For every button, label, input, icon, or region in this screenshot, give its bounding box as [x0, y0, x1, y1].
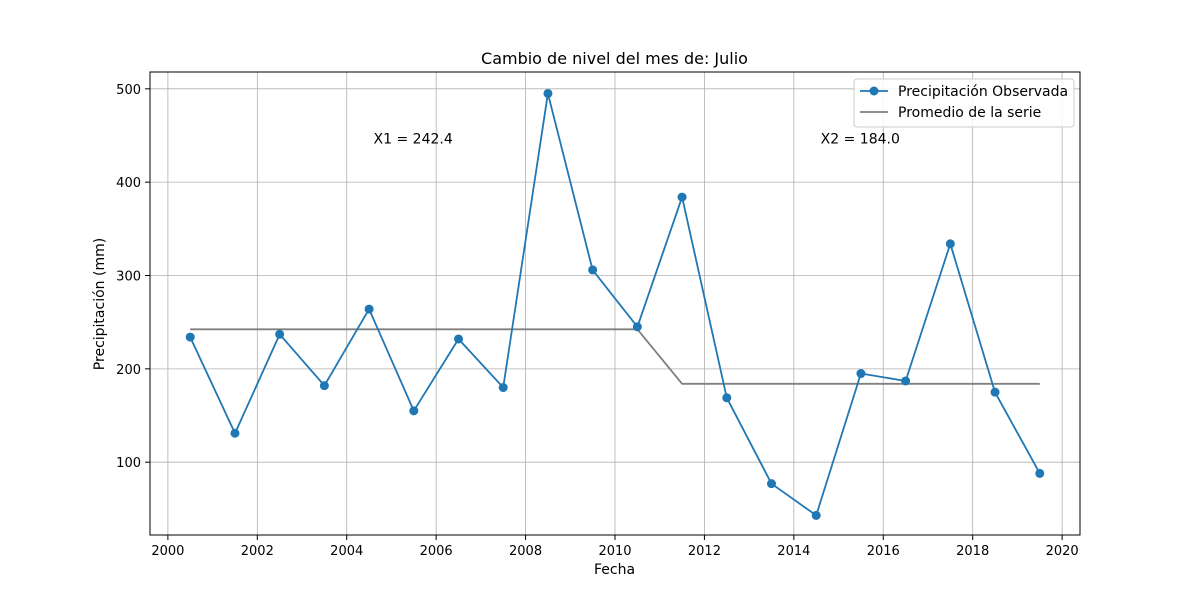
- legend-marker: [869, 86, 879, 96]
- data-point: [364, 304, 374, 314]
- x-tick-label: 2020: [1046, 544, 1079, 559]
- annotation: X2 = 184.0: [821, 131, 900, 147]
- legend-box: [853, 78, 1075, 128]
- x-tick-label: 2006: [420, 544, 453, 559]
- series-line-1: [190, 328, 1040, 385]
- x-tick-label: 2010: [598, 544, 631, 559]
- series-line-0: [189, 92, 1041, 517]
- data-point: [856, 369, 866, 379]
- y-axis-label: Precipitación (mm): [92, 238, 108, 370]
- x-axis-label: Fecha: [594, 562, 635, 578]
- data-point: [588, 265, 598, 275]
- x-tick-label: 2008: [509, 544, 542, 559]
- y-tick-label: 300: [116, 269, 141, 284]
- ticks-layer: 2000 2002 2004 2006 2008 2010 2012 2014 2016 2018…: [116, 83, 1078, 559]
- y-tick-label: 200: [116, 363, 141, 378]
- data-point: [722, 393, 732, 403]
- x-tick-label: 2016: [867, 544, 900, 559]
- data-point: [945, 239, 955, 249]
- data-point: [498, 383, 508, 393]
- data-point: [766, 479, 776, 489]
- legend: Precipitación Observada Promedio de la se…: [853, 78, 1075, 128]
- x-tick-label: 2000: [151, 544, 184, 559]
- x-tick-label: 2014: [777, 544, 810, 559]
- data-point: [275, 329, 285, 339]
- annotation: X1 = 242.4: [374, 131, 453, 147]
- y-tick-label: 500: [116, 83, 141, 98]
- data-point: [811, 510, 821, 520]
- x-tick-label: 2018: [956, 544, 989, 559]
- data-point: [1035, 468, 1045, 478]
- data-point: [990, 387, 1000, 397]
- data-point: [454, 334, 464, 344]
- legend-label: Promedio de la serie: [898, 105, 1041, 121]
- data-point: [409, 406, 419, 416]
- series-layer: [185, 88, 1045, 520]
- data-point: [677, 192, 687, 202]
- data-point: [319, 381, 329, 391]
- x-tick-label: 2012: [688, 544, 721, 559]
- legend-label: Precipitación Observada: [898, 84, 1068, 100]
- x-tick-label: 2004: [330, 544, 363, 559]
- data-point: [185, 332, 195, 342]
- x-tick-label: 2002: [241, 544, 274, 559]
- y-tick-label: 400: [116, 176, 141, 191]
- data-point: [901, 376, 911, 386]
- data-point: [632, 322, 642, 332]
- y-tick-label: 100: [116, 456, 141, 471]
- data-point: [230, 428, 240, 438]
- grid-layer: [150, 72, 1080, 535]
- chart-title: Cambio de nivel del mes de: Julio: [481, 49, 748, 68]
- annotations: X1 = 242.4 X2 = 184.0: [374, 131, 900, 147]
- data-point: [543, 88, 553, 98]
